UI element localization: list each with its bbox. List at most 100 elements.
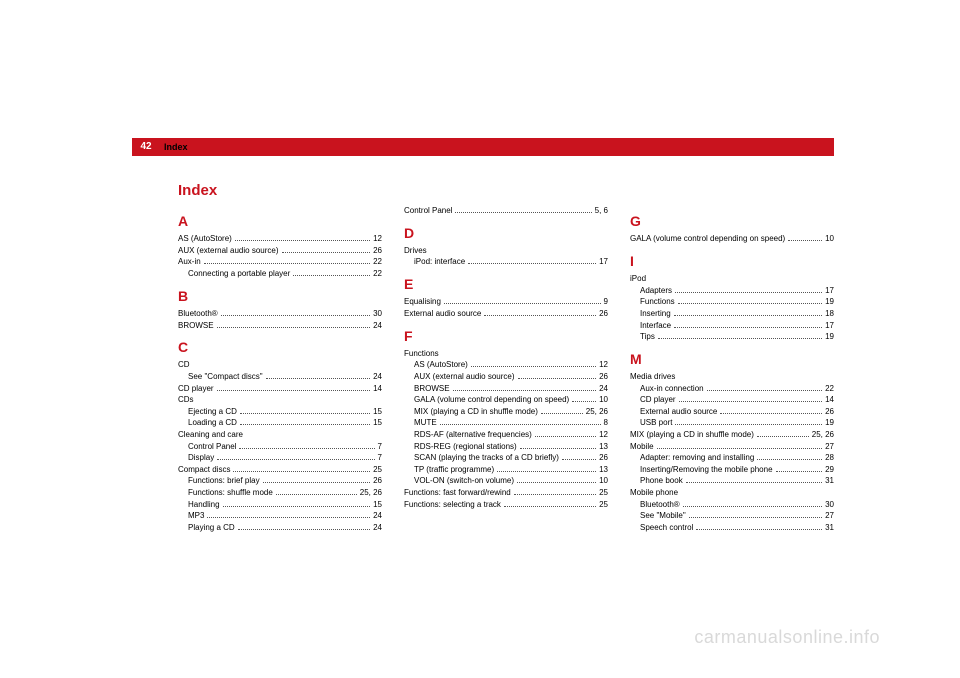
- entry-label: iPod: [630, 273, 646, 285]
- index-letter: F: [404, 326, 608, 346]
- index-subentry: AUX (external audio source)26: [404, 371, 608, 383]
- dot-leader: [657, 448, 823, 449]
- index-subentry: Handling15: [178, 499, 382, 511]
- entry-page: 31: [825, 522, 834, 534]
- dot-leader: [504, 506, 596, 507]
- index-entry: Bluetooth®30: [178, 308, 382, 320]
- dot-leader: [240, 413, 370, 414]
- entry-label: Functions: selecting a track: [404, 499, 501, 511]
- entry-label: Functions: shuffle mode: [188, 487, 273, 499]
- entry-label: CD player: [178, 383, 214, 395]
- entry-label: Aux-in: [178, 256, 201, 268]
- entry-page: 25: [599, 499, 608, 511]
- watermark-text: carmanualsonline.info: [694, 627, 880, 648]
- index-entry: Equalising9: [404, 296, 608, 308]
- dot-leader: [444, 303, 601, 304]
- entry-label: Mobile phone: [630, 487, 678, 499]
- dot-leader: [675, 292, 822, 293]
- entry-label: GALA (volume control depending on speed): [630, 233, 785, 245]
- entry-page: 8: [604, 417, 608, 429]
- entry-page: 25: [373, 464, 382, 476]
- entry-label: Functions: fast forward/rewind: [404, 487, 511, 499]
- dot-leader: [455, 212, 591, 213]
- entry-page: 26: [599, 371, 608, 383]
- entry-label: Ejecting a CD: [188, 406, 237, 418]
- dot-leader: [240, 424, 370, 425]
- index-entry: GALA (volume control depending on speed)…: [630, 233, 834, 245]
- dot-leader: [217, 459, 374, 460]
- index-entry: Cleaning and care: [178, 429, 382, 441]
- dot-leader: [674, 315, 822, 316]
- index-entry: MIX (playing a CD in shuffle mode)25, 26: [630, 429, 834, 441]
- index-subentry: RDS-REG (regional stations)13: [404, 441, 608, 453]
- dot-leader: [683, 506, 822, 507]
- index-subentry: See "Compact discs"24: [178, 371, 382, 383]
- entry-page: 17: [825, 285, 834, 297]
- dot-leader: [707, 390, 823, 391]
- dot-leader: [276, 494, 357, 495]
- entry-label: MP3: [188, 510, 204, 522]
- header-title: Index: [164, 138, 188, 156]
- entry-page: 26: [599, 452, 608, 464]
- entry-label: Tips: [640, 331, 655, 343]
- index-subentry: AS (AutoStore)12: [404, 359, 608, 371]
- entry-page: 10: [599, 394, 608, 406]
- index-subentry: Bluetooth®30: [630, 499, 834, 511]
- dot-leader: [497, 471, 596, 472]
- entry-page: 15: [373, 406, 382, 418]
- index-subentry: Display7: [178, 452, 382, 464]
- index-subentry: Functions19: [630, 296, 834, 308]
- entry-label: Speech control: [640, 522, 693, 534]
- index-entry: Mobile27: [630, 441, 834, 453]
- entry-label: Mobile: [630, 441, 654, 453]
- dot-leader: [757, 436, 809, 437]
- index-subentry: Adapters17: [630, 285, 834, 297]
- index-entry: Aux-in22: [178, 256, 382, 268]
- entry-page: 7: [378, 441, 382, 453]
- index-subentry: See "Mobile"27: [630, 510, 834, 522]
- dot-leader: [233, 471, 370, 472]
- entry-page: 30: [825, 499, 834, 511]
- entry-label: CD player: [640, 394, 676, 406]
- entry-label: BROWSE: [414, 383, 450, 395]
- entry-label: Interface: [640, 320, 671, 332]
- dot-leader: [484, 315, 596, 316]
- dot-leader: [686, 482, 822, 483]
- entry-label: Drives: [404, 245, 427, 257]
- entry-page: 24: [373, 320, 382, 332]
- entry-label: RDS-AF (alternative frequencies): [414, 429, 532, 441]
- index-subentry: Tips19: [630, 331, 834, 343]
- entry-label: MUTE: [414, 417, 437, 429]
- index-entry: External audio source26: [404, 308, 608, 320]
- index-entry: CDs: [178, 394, 382, 406]
- index-entry: BROWSE24: [178, 320, 382, 332]
- dot-leader: [217, 390, 371, 391]
- index-letter: B: [178, 286, 382, 306]
- dot-leader: [696, 529, 822, 530]
- dot-leader: [517, 482, 596, 483]
- entry-label: See "Compact discs": [188, 371, 263, 383]
- entry-page: 26: [599, 308, 608, 320]
- entry-label: GALA (volume control depending on speed): [414, 394, 569, 406]
- index-subentry: Functions: shuffle mode25, 26: [178, 487, 382, 499]
- index-subentry: External audio source26: [630, 406, 834, 418]
- entry-label: iPod: interface: [414, 256, 465, 268]
- index-entry: Functions: [404, 348, 608, 360]
- index-column: AAS (AutoStore)12AUX (external audio sou…: [178, 205, 382, 533]
- index-subentry: Inserting/Removing the mobile phone29: [630, 464, 834, 476]
- index-subentry: RDS-AF (alternative frequencies)12: [404, 429, 608, 441]
- index-subentry: iPod: interface17: [404, 256, 608, 268]
- header-bar: [132, 138, 834, 156]
- entry-label: Adapter: removing and installing: [640, 452, 754, 464]
- entry-page: 25, 26: [812, 429, 834, 441]
- index-subentry: MUTE 8: [404, 417, 608, 429]
- entry-page: 13: [599, 441, 608, 453]
- entry-label: Loading a CD: [188, 417, 237, 429]
- entry-label: Functions: [640, 296, 675, 308]
- index-entry: Functions: selecting a track 25: [404, 499, 608, 511]
- dot-leader: [520, 448, 596, 449]
- index-subentry: CD player14: [630, 394, 834, 406]
- index-subentry: Control Panel7: [178, 441, 382, 453]
- index-letter: A: [178, 211, 382, 231]
- index-entry: CD player14: [178, 383, 382, 395]
